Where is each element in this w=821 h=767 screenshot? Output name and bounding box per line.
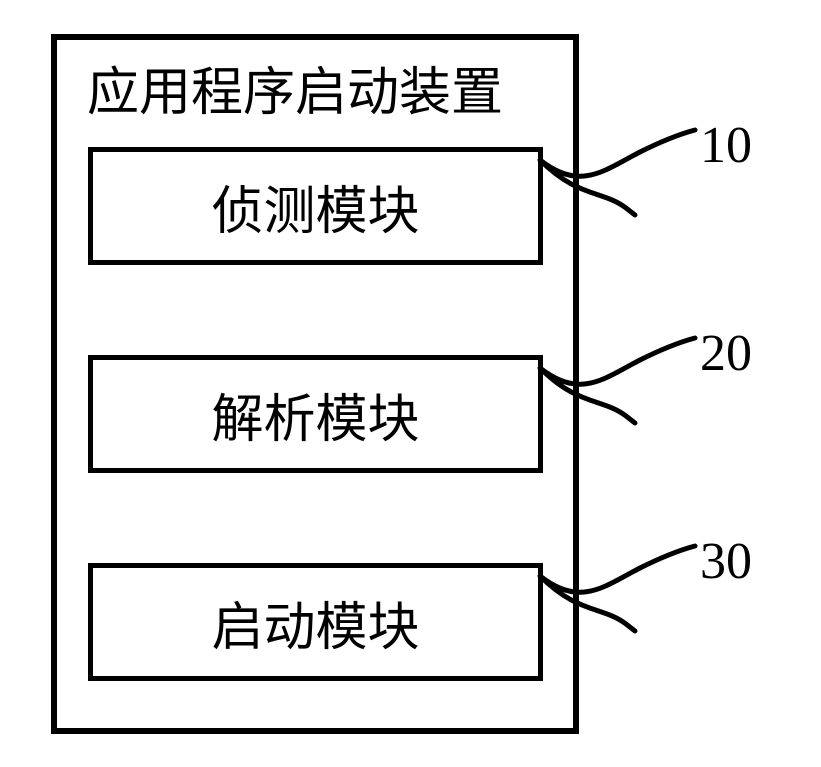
callout-number-start: 30 [700,532,752,591]
module-label-parse: 解析模块 [211,377,419,452]
module-box-detect: 侦测模块 [88,147,543,265]
diagram-title: 应用程序启动装置 [87,50,503,125]
callout-number-detect: 10 [700,116,752,175]
module-label-detect: 侦测模块 [211,169,419,244]
callout-number-parse: 20 [700,324,752,383]
module-box-start: 启动模块 [88,563,543,681]
callout-bracket-icon [540,546,695,634]
callout-bracket-icon [540,130,695,218]
module-box-parse: 解析模块 [88,355,543,473]
callout-bracket-icon [540,338,695,426]
diagram-canvas: 应用程序启动装置 侦测模块 10 解析模块 20 启动模块 30 [0,0,821,767]
module-label-start: 启动模块 [211,585,419,660]
